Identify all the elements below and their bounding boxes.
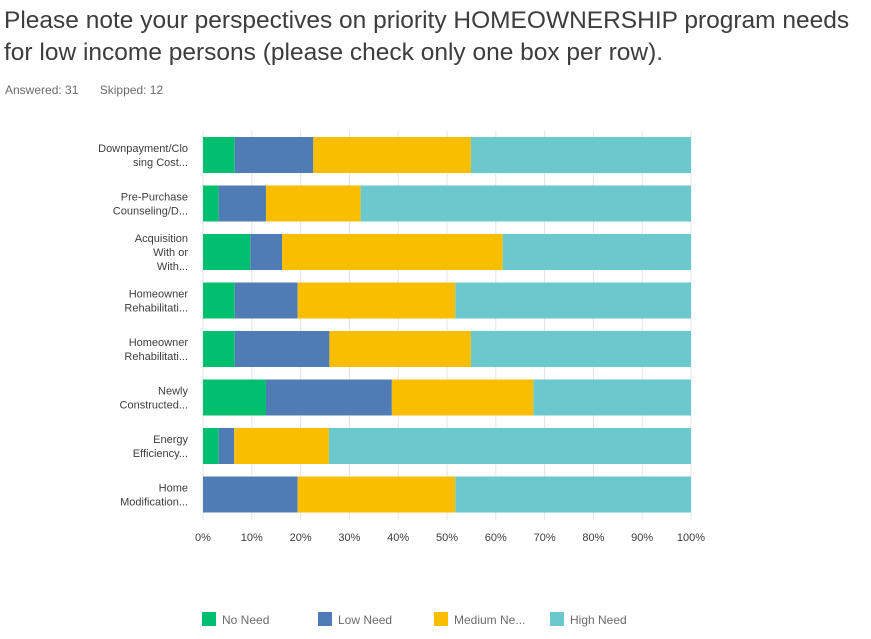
bar-segment <box>313 137 471 173</box>
question-title: Please note your perspectives on priorit… <box>4 7 850 66</box>
bar-segment <box>218 428 235 464</box>
x-tick-label: 40% <box>387 532 409 544</box>
bar-segment <box>282 234 503 270</box>
bar-segment <box>203 282 235 319</box>
legend-swatch <box>318 612 332 626</box>
category-label: Modification... <box>120 497 188 509</box>
bar-segment <box>360 185 691 222</box>
legend-label: No Need <box>222 613 269 627</box>
legend-swatch <box>550 612 564 626</box>
bar-segment <box>234 137 314 173</box>
x-tick-label: 80% <box>582 532 604 544</box>
category-label: Homeowner <box>129 337 189 349</box>
bar-segment <box>455 282 691 319</box>
chart-legend: No Need Low Need Medium Ne... High Need <box>202 612 627 627</box>
legend-label: Low Need <box>338 613 392 627</box>
category-label: Counseling/D... <box>113 206 188 218</box>
x-tick-label: 30% <box>338 532 360 544</box>
category-label: Acquisition <box>135 233 188 245</box>
bar-segment <box>455 476 691 513</box>
x-tick-label: 100% <box>677 532 705 544</box>
bar-segment <box>234 428 329 464</box>
skipped-count: Skipped: 12 <box>99 83 164 97</box>
x-tick-label: 70% <box>534 532 556 544</box>
category-label: Energy <box>153 434 188 446</box>
x-tick-label: 20% <box>290 532 312 544</box>
bar-segment <box>297 282 456 319</box>
category-label: Rehabilitati... <box>124 351 188 363</box>
bar-segment <box>297 476 456 513</box>
category-label: With... <box>157 261 188 273</box>
bar-segment <box>234 331 330 367</box>
response-stats: Answered: 31 Skipped: 12 <box>5 83 181 97</box>
category-label: Home <box>159 483 188 495</box>
category-label: Downpayment/Clo <box>98 143 188 155</box>
x-axis-ticks: 0% 10% 20% 30% 40% 50% 60% 70% 80% 90% 100% <box>195 532 705 544</box>
bar-segment <box>203 185 219 222</box>
bar-segment <box>203 137 235 173</box>
bar-segment <box>470 137 691 173</box>
bar-segment <box>533 379 691 416</box>
category-label: Pre-Purchase <box>121 192 188 204</box>
bar-segment <box>234 282 298 319</box>
bar-segment <box>250 234 283 270</box>
legend-swatch <box>434 612 448 626</box>
x-tick-label: 90% <box>631 532 653 544</box>
bar-segment <box>203 428 219 464</box>
category-label: sing Cost... <box>133 157 188 169</box>
category-labels: Downpayment/Clo sing Cost... Pre-Purchase C… <box>98 143 188 509</box>
bar-segment <box>203 476 298 513</box>
x-tick-label: 60% <box>485 532 507 544</box>
category-label: Efficiency... <box>133 448 188 460</box>
legend-label: High Need <box>570 613 627 627</box>
bar-segment <box>265 379 392 416</box>
bar-segment <box>470 331 691 367</box>
answered-count: Answered: 31 <box>5 83 79 97</box>
category-label: Homeowner <box>129 289 189 301</box>
legend-label: Medium Ne... <box>454 613 525 627</box>
category-label: Newly <box>158 386 188 398</box>
x-tick-label: 10% <box>241 532 263 544</box>
x-tick-label: 50% <box>436 532 458 544</box>
bar-segment <box>203 379 266 416</box>
bar-segment <box>203 234 251 270</box>
bar-segment <box>203 331 235 367</box>
x-tick-label: 0% <box>195 532 211 544</box>
legend-swatch <box>202 612 216 626</box>
bar-segment <box>265 185 361 222</box>
bar-segment <box>218 185 266 222</box>
category-label: Rehabilitati... <box>124 303 188 315</box>
category-label: With or <box>153 247 188 259</box>
bar-segment <box>502 234 691 270</box>
category-label: Constructed... <box>120 400 188 412</box>
chart-bars <box>203 137 691 513</box>
bar-segment <box>328 428 691 464</box>
bar-segment <box>329 331 471 367</box>
bar-segment <box>391 379 534 416</box>
